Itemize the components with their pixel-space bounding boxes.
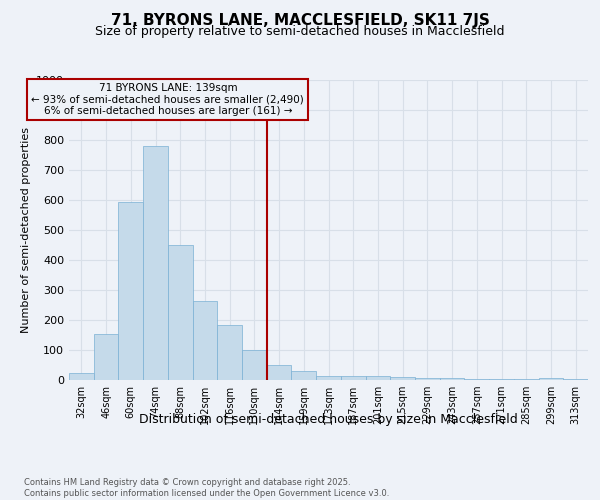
Y-axis label: Number of semi-detached properties: Number of semi-detached properties [20,127,31,333]
Bar [563,379,588,380]
Bar [341,376,365,380]
Bar [118,202,143,380]
Bar [390,377,415,380]
Bar [365,376,390,380]
Bar [217,324,242,380]
Bar [292,371,316,380]
Bar [489,378,514,380]
Bar [539,378,563,380]
Bar [440,378,464,380]
Text: Size of property relative to semi-detached houses in Macclesfield: Size of property relative to semi-detach… [95,25,505,38]
Text: Distribution of semi-detached houses by size in Macclesfield: Distribution of semi-detached houses by … [139,412,518,426]
Bar [193,300,217,380]
Text: 71 BYRONS LANE: 139sqm
← 93% of semi-detached houses are smaller (2,490)
6% of s: 71 BYRONS LANE: 139sqm ← 93% of semi-det… [31,83,304,116]
Bar [464,379,489,380]
Bar [514,379,539,380]
Bar [242,350,267,380]
Bar [267,365,292,380]
Bar [143,146,168,380]
Bar [94,334,118,380]
Text: 71, BYRONS LANE, MACCLESFIELD, SK11 7JS: 71, BYRONS LANE, MACCLESFIELD, SK11 7JS [110,12,490,28]
Text: Contains HM Land Registry data © Crown copyright and database right 2025.
Contai: Contains HM Land Registry data © Crown c… [24,478,389,498]
Bar [316,376,341,380]
Bar [168,245,193,380]
Bar [69,372,94,380]
Bar [415,378,440,380]
